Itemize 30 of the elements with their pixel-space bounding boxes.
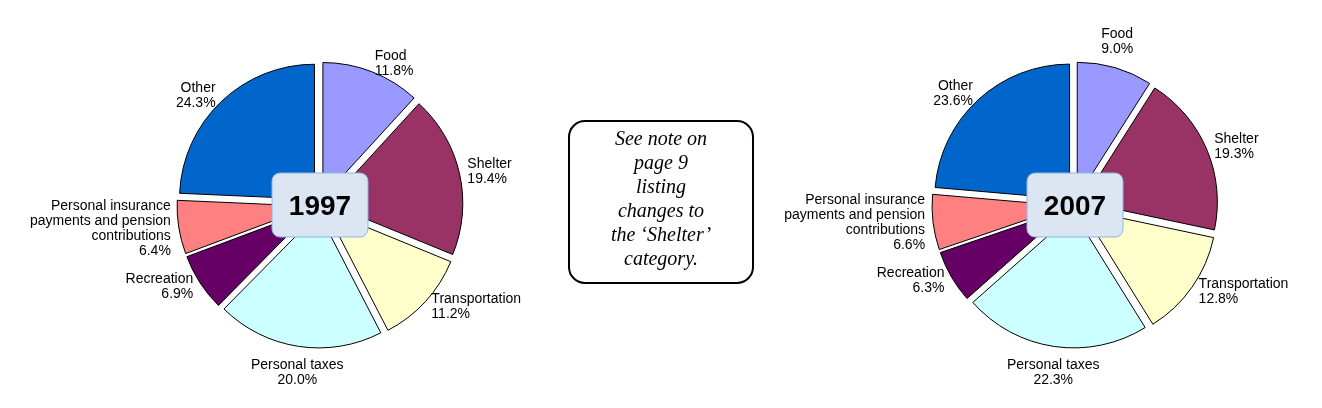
slice-label: Food bbox=[374, 47, 407, 64]
data-label: 19.4% bbox=[467, 170, 508, 187]
slice-label: Personal taxes bbox=[1006, 356, 1100, 373]
slice-label: Personal taxes bbox=[251, 356, 344, 373]
data-label: 19.3% bbox=[1214, 144, 1254, 161]
slice-label: Personal insurance payments and pension contributions bbox=[29, 196, 172, 243]
data-label: 20.0% bbox=[277, 371, 318, 388]
text: 2007 bbox=[1043, 190, 1107, 221]
text: 1997 bbox=[288, 190, 352, 221]
data-label: 11.8% bbox=[374, 62, 414, 79]
data-label: 6.9% bbox=[161, 285, 194, 302]
slice-label: Shelter bbox=[467, 155, 513, 172]
slice-label: Transportation bbox=[1198, 274, 1289, 291]
data-label: 6.6% bbox=[893, 236, 926, 253]
slice-label: Shelter bbox=[1214, 129, 1259, 146]
data-label: 22.3% bbox=[1033, 371, 1074, 388]
data-label: 24.3% bbox=[175, 93, 216, 110]
data-label: 12.8% bbox=[1198, 289, 1239, 306]
data-label: 6.4% bbox=[138, 241, 171, 258]
slice-label: Recreation bbox=[125, 270, 194, 287]
data-label: 9.0% bbox=[1101, 39, 1134, 56]
slice-label: Transportation bbox=[431, 289, 522, 306]
slice-label: Food bbox=[1101, 24, 1134, 41]
slice-label: Other bbox=[937, 76, 974, 93]
data-label: 23.6% bbox=[933, 91, 973, 108]
slice-label: Recreation bbox=[876, 263, 945, 280]
slice-label: Personal insurance payments and pension contributions bbox=[784, 191, 926, 238]
text: See note on page 9 listing changes to the ‘Shelter’ category. bbox=[610, 127, 712, 270]
slice-label: Other bbox=[180, 78, 216, 95]
data-label: 6.3% bbox=[912, 278, 945, 295]
